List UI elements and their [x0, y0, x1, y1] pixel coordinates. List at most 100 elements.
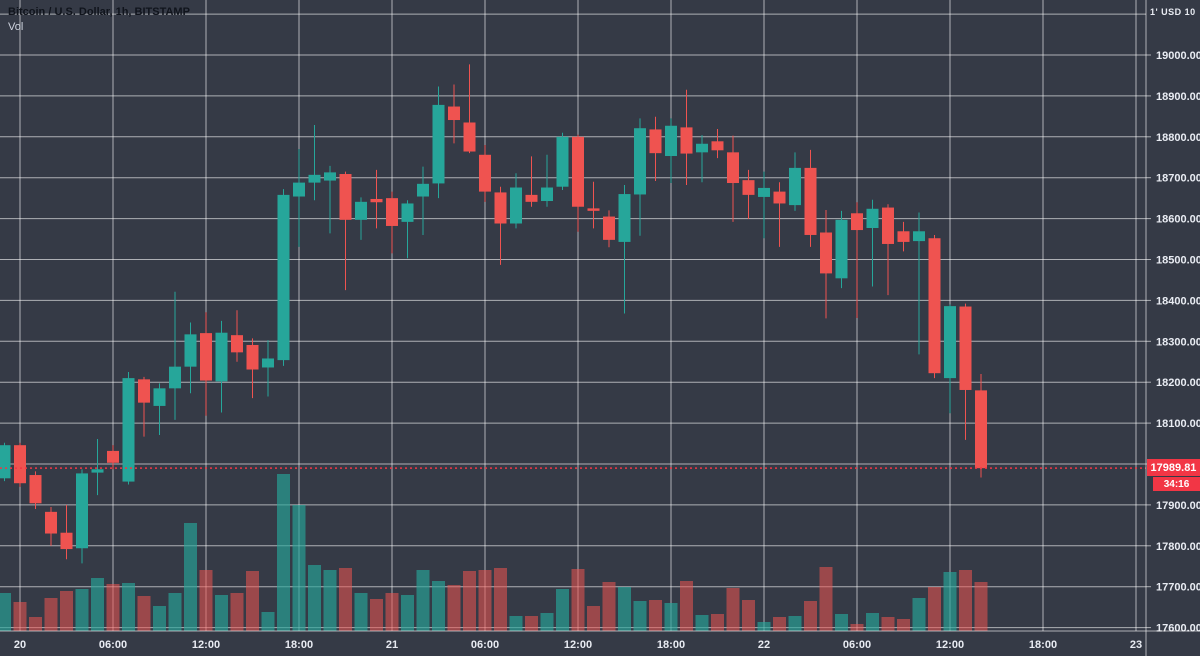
candle-body[interactable] [215, 332, 228, 382]
candle-body[interactable] [401, 203, 414, 222]
time-tick-label: 18:00 [657, 639, 685, 651]
volume-bar [602, 582, 616, 631]
candle-body[interactable] [649, 129, 662, 154]
candle-body[interactable] [262, 358, 274, 368]
candle-body[interactable] [711, 141, 724, 151]
candle-body[interactable] [386, 198, 398, 226]
candle-body[interactable] [200, 333, 212, 381]
candle-body[interactable] [246, 344, 259, 370]
candle-body[interactable] [913, 231, 925, 242]
volume-bar [463, 571, 476, 631]
candle-body[interactable] [541, 187, 553, 202]
candle-body[interactable] [835, 219, 848, 279]
candle-body[interactable] [975, 390, 987, 469]
candle-body[interactable] [277, 194, 290, 361]
volume-bar [680, 581, 693, 631]
volume-bar [401, 595, 414, 631]
candle-body[interactable] [138, 379, 150, 403]
candle-body[interactable] [417, 183, 429, 197]
volume-bar [912, 598, 926, 631]
candle-body[interactable] [572, 136, 584, 207]
time-axis[interactable]: 20 06:00 12:00 18:00 21 06:00 12:00 18:00 22 06:0… [0, 630, 1200, 651]
candle-body[interactable] [60, 532, 73, 550]
candle-body[interactable] [851, 213, 863, 231]
candle-body[interactable] [76, 473, 88, 549]
candle-body[interactable] [587, 208, 600, 211]
price-axis-header[interactable]: 1' USD 10 [1150, 7, 1196, 17]
candle-body[interactable] [789, 167, 801, 206]
candle-body[interactable] [231, 335, 243, 353]
candle-body[interactable] [556, 136, 569, 187]
candle-body[interactable] [494, 192, 507, 224]
candle-body[interactable] [820, 232, 832, 274]
candle-body[interactable] [293, 182, 305, 197]
candle-body[interactable] [510, 187, 522, 224]
candle-body[interactable] [866, 208, 879, 229]
price-tick-label: 18800.00 [1156, 132, 1200, 144]
candle-body[interactable] [742, 180, 755, 195]
volume-indicator-label[interactable]: Vol [8, 21, 24, 33]
price-axis[interactable]: 19000.00 18900.00 18800.00 18700.00 18600.00… [1145, 0, 1200, 656]
candle-body[interactable] [184, 334, 197, 367]
candle-body[interactable] [308, 174, 321, 183]
price-tick-label: 17600.00 [1156, 623, 1200, 635]
time-tick-label: 20 [14, 639, 26, 651]
candle-body[interactable] [0, 445, 11, 479]
candle-body[interactable] [479, 154, 491, 192]
candle-body[interactable] [29, 475, 42, 504]
candle-body[interactable] [897, 231, 910, 242]
candle-body[interactable] [339, 174, 352, 220]
candle-body[interactable] [773, 191, 786, 204]
price-tick-label: 17900.00 [1156, 500, 1200, 512]
candle-body[interactable] [45, 511, 57, 534]
volume-bar [850, 624, 864, 631]
candle-body[interactable] [944, 306, 956, 379]
volume-bar [866, 613, 879, 631]
volume-bar [695, 615, 709, 631]
volume-bar [664, 603, 678, 631]
price-tick-label: 18100.00 [1156, 418, 1200, 430]
volume-bar [773, 617, 786, 631]
candle-body[interactable] [634, 128, 646, 195]
candle-body[interactable] [463, 122, 476, 152]
price-tick-label: 18300.00 [1156, 336, 1200, 348]
candle-body[interactable] [603, 216, 615, 240]
volume-bar [215, 595, 228, 631]
candle-body[interactable] [169, 366, 181, 389]
grid-layer [0, 0, 1146, 631]
candle-body[interactable] [804, 167, 817, 235]
candle-body[interactable] [882, 207, 894, 244]
candle-body[interactable] [91, 469, 104, 473]
candle-body[interactable] [928, 238, 941, 374]
candle-body[interactable] [727, 152, 739, 184]
price-tick-label: 18400.00 [1156, 295, 1200, 307]
volume-bar [106, 584, 120, 631]
time-tick-label: 18:00 [285, 639, 313, 651]
candle-body[interactable] [696, 143, 708, 153]
candle-body[interactable] [122, 378, 135, 482]
candle-body[interactable] [618, 194, 631, 242]
candle-body[interactable] [370, 198, 383, 203]
volume-bar [370, 599, 383, 631]
candle-body[interactable] [448, 106, 460, 121]
volume-bar [494, 568, 507, 631]
time-tick-label: 06:00 [843, 639, 871, 651]
volume-bar [354, 593, 368, 631]
candle-body[interactable] [107, 450, 119, 463]
candle-body[interactable] [153, 388, 166, 406]
volume-bar [525, 616, 538, 631]
candle-body[interactable] [959, 306, 972, 390]
candle-body[interactable] [355, 201, 367, 220]
candle-body[interactable] [758, 187, 770, 197]
candle-body[interactable] [680, 127, 693, 154]
candle-body[interactable] [665, 125, 677, 157]
candle-body[interactable] [324, 172, 336, 181]
volume-bar [44, 598, 58, 631]
candles-layer [0, 64, 987, 564]
volume-bar [649, 600, 662, 631]
candle-body[interactable] [14, 445, 26, 484]
candle-body[interactable] [432, 104, 445, 184]
candle-body[interactable] [525, 194, 538, 202]
symbol-title[interactable]: Bitcoin / U.S. Dollar, 1h, BITSTAMP [8, 6, 190, 18]
